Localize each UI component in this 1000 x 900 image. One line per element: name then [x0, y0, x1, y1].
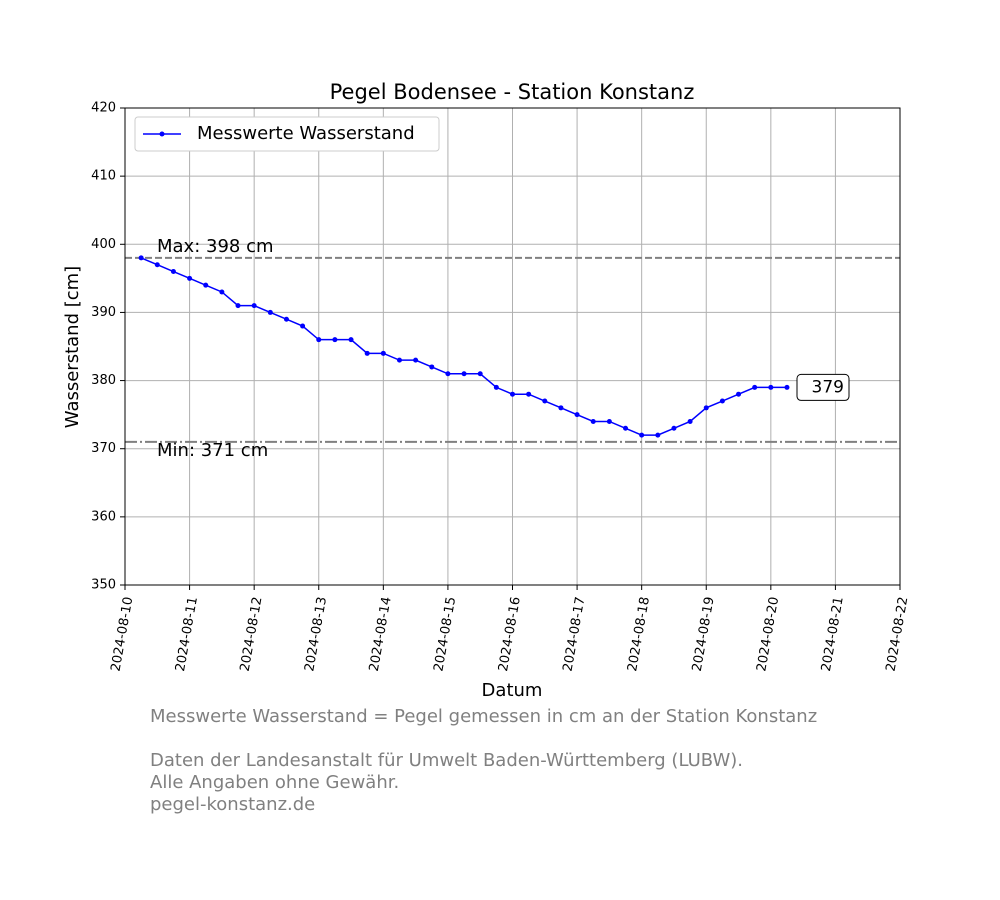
data-point: [784, 384, 790, 390]
data-point: [267, 309, 273, 315]
data-point: [510, 391, 515, 397]
data-point: [526, 391, 532, 397]
footnote: Alle Angaben ohne Gewähr.: [150, 772, 399, 793]
chart-title: Pegel Bodensee - Station Konstanz: [330, 80, 695, 104]
x-tick-label: 2024-08-13: [302, 596, 330, 673]
y-tick-label: 410: [91, 169, 116, 184]
data-point: [558, 405, 564, 411]
data-point: [154, 262, 160, 268]
x-axis-label: Datum: [482, 680, 543, 701]
data-point: [413, 357, 419, 363]
data-point: [655, 432, 661, 438]
data-point: [671, 425, 677, 431]
legend-label: Messwerte Wasserstand: [197, 123, 415, 144]
data-point: [574, 412, 580, 418]
y-tick-label: 400: [91, 237, 116, 252]
data-point: [687, 418, 693, 424]
x-tick-label: 2024-08-10: [108, 596, 136, 673]
x-tick-label: 2024-08-18: [625, 596, 653, 673]
data-point: [332, 337, 338, 343]
data-point: [623, 425, 629, 431]
x-tick-label: 2024-08-21: [819, 596, 847, 673]
data-point: [461, 371, 467, 377]
data-point: [445, 371, 451, 377]
data-point: [493, 384, 499, 390]
data-point: [639, 432, 645, 438]
y-axis-label: Wasserstand [cm]: [62, 266, 83, 428]
reference-label: Max: 398 cm: [157, 236, 274, 257]
data-point: [203, 282, 209, 288]
x-tick-label: 2024-08-15: [431, 596, 459, 673]
y-tick-label: 370: [91, 441, 116, 456]
data-point: [300, 323, 306, 329]
data-point: [606, 418, 612, 424]
data-point: [251, 303, 257, 309]
data-point: [477, 371, 483, 377]
value-label: 379: [812, 377, 844, 397]
data-point: [187, 275, 193, 281]
x-tick-label: 2024-08-19: [690, 596, 718, 673]
data-point: [138, 255, 144, 261]
data-point: [235, 303, 241, 309]
y-tick-label: 360: [91, 509, 116, 524]
x-tick-label: 2024-08-20: [754, 596, 782, 673]
data-point: [283, 316, 289, 322]
data-point: [380, 350, 386, 356]
footnote: Daten der Landesanstalt für Umwelt Baden…: [150, 750, 743, 771]
data-point: [170, 269, 176, 275]
data-point: [348, 337, 354, 343]
y-tick-label: 390: [91, 305, 116, 320]
legend-box: [134, 116, 440, 152]
data-line: [140, 257, 787, 436]
data-point: [736, 391, 742, 397]
data-point: [364, 350, 370, 356]
value-label-box: [796, 373, 850, 401]
reference-label: Min: 371 cm: [157, 440, 268, 461]
legend-swatch: [159, 131, 165, 137]
data-point: [590, 418, 596, 424]
x-tick-label: 2024-08-17: [561, 596, 589, 673]
footnote: pegel-konstanz.de: [150, 794, 315, 815]
y-tick-label: 380: [91, 373, 116, 388]
x-tick-label: 2024-08-14: [367, 596, 395, 673]
data-point: [768, 384, 774, 390]
x-tick-label: 2024-08-11: [173, 596, 201, 673]
data-point: [429, 364, 435, 370]
data-point: [316, 337, 322, 343]
data-point: [752, 384, 758, 390]
x-tick-label: 2024-08-22: [883, 596, 911, 673]
data-point: [396, 357, 402, 363]
data-point: [542, 398, 548, 404]
footnote: Messwerte Wasserstand = Pegel gemessen i…: [150, 706, 817, 727]
x-tick-label: 2024-08-16: [496, 596, 524, 673]
y-tick-label: 350: [91, 578, 116, 593]
data-point: [219, 289, 225, 295]
x-tick-label: 2024-08-12: [238, 596, 266, 673]
plot-frame: [124, 107, 901, 586]
data-point: [703, 405, 709, 411]
y-tick-label: 420: [91, 101, 116, 116]
data-point: [719, 398, 725, 404]
